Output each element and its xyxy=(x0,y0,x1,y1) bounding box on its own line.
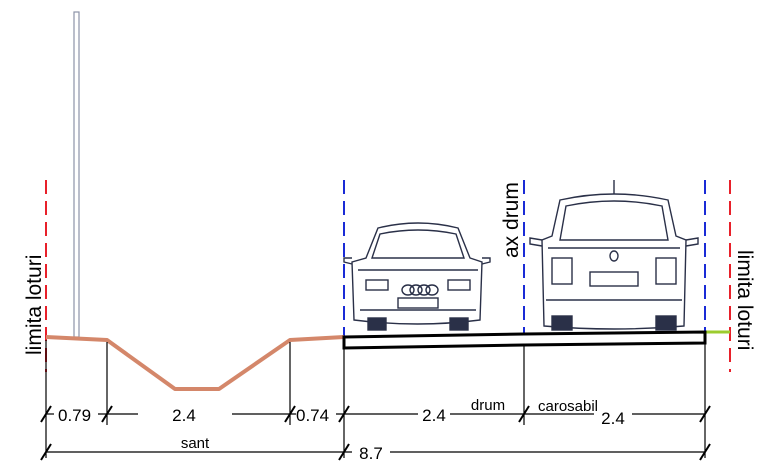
road-word-label: drum xyxy=(471,397,505,414)
lot-limit-label-right: limita loturi xyxy=(733,250,756,350)
lot-limit-label-left: limita loturi xyxy=(23,255,46,355)
light-pole xyxy=(73,11,80,338)
dimension-2-4-lane-right: 2.4 xyxy=(601,409,625,428)
carriageway-word-label: carosabil xyxy=(538,398,598,415)
ditch-label: sant xyxy=(181,435,210,452)
dimension-2-4-lane-left: 2.4 xyxy=(422,406,446,425)
dimension-0-74: 0.74 xyxy=(296,406,329,425)
dimension-row-total xyxy=(40,443,711,461)
dimension-row-segments xyxy=(40,405,711,423)
dimension-total-8-7: 8.7 xyxy=(359,444,383,462)
car-right-icon xyxy=(529,180,699,331)
road-axis-label: ax drum xyxy=(500,182,523,258)
car-left-icon xyxy=(343,222,491,331)
dimension-0-79: 0.79 xyxy=(58,406,91,425)
dimension-extension-lines xyxy=(45,340,706,458)
dimension-2-4-ditch: 2.4 xyxy=(172,406,196,425)
ditch-profile xyxy=(45,335,345,391)
